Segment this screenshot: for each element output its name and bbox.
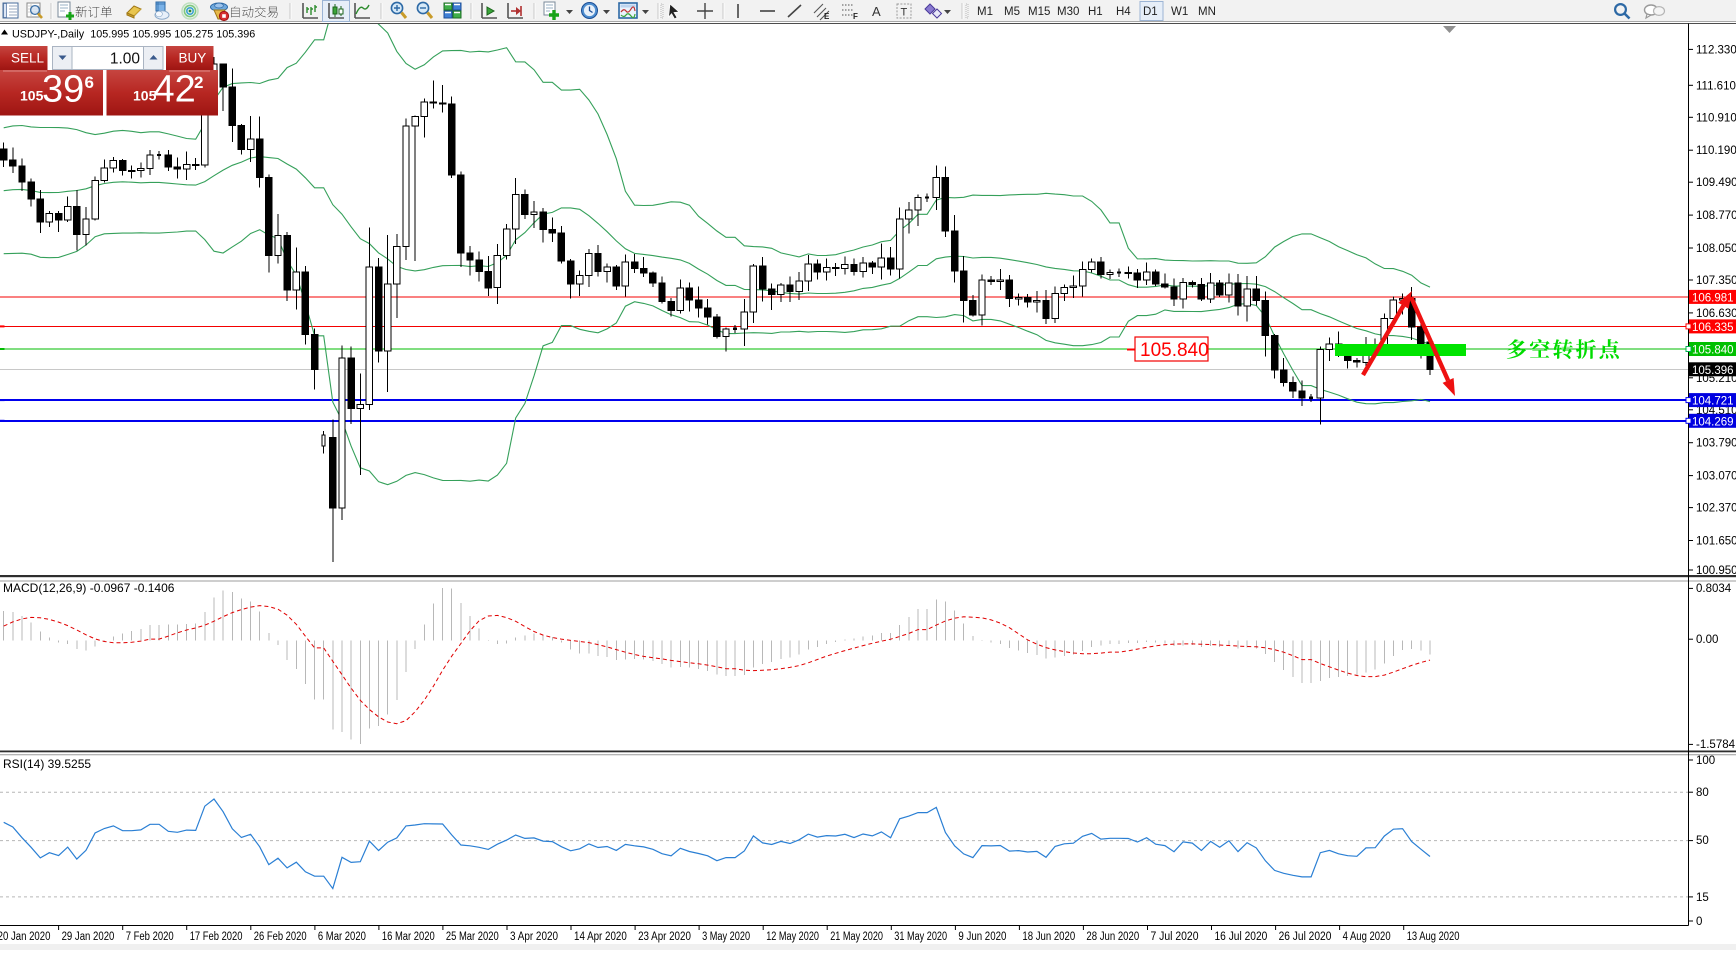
svg-text:F: F: [853, 12, 858, 21]
svg-text:26 Jul 2020: 26 Jul 2020: [1279, 931, 1332, 943]
svg-text:RSI(14) 39.5255: RSI(14) 39.5255: [3, 757, 91, 771]
svg-text:102.370: 102.370: [1696, 503, 1736, 515]
svg-text:13 Aug 2020: 13 Aug 2020: [1407, 931, 1460, 943]
svg-text:T: T: [901, 7, 908, 19]
svg-text:29 Jan 2020: 29 Jan 2020: [62, 931, 115, 943]
svg-text:104.269: 104.269: [1692, 416, 1734, 428]
svg-text:M15: M15: [1028, 6, 1050, 18]
svg-text:3 May 2020: 3 May 2020: [702, 931, 750, 943]
svg-text:105: 105: [133, 88, 157, 104]
svg-text:26 Feb 2020: 26 Feb 2020: [254, 931, 307, 943]
svg-text:80: 80: [1696, 787, 1709, 799]
svg-text:108.770: 108.770: [1696, 210, 1736, 222]
svg-text:SELL: SELL: [11, 51, 45, 66]
svg-text:101.650: 101.650: [1696, 536, 1736, 548]
svg-text:17 Feb 2020: 17 Feb 2020: [190, 931, 243, 943]
svg-text:4 Aug 2020: 4 Aug 2020: [1343, 931, 1391, 943]
svg-text:100: 100: [1696, 755, 1715, 767]
svg-text:6 Mar 2020: 6 Mar 2020: [318, 931, 366, 943]
svg-text:E: E: [824, 12, 830, 21]
svg-text:105: 105: [20, 88, 44, 104]
svg-text:0: 0: [1696, 916, 1702, 928]
svg-text:104.721: 104.721: [1692, 396, 1734, 408]
svg-text:103.070: 103.070: [1696, 471, 1736, 483]
svg-text:7 Feb 2020: 7 Feb 2020: [126, 931, 174, 943]
svg-text:1.00: 1.00: [110, 51, 141, 68]
svg-text:12 May 2020: 12 May 2020: [766, 931, 819, 943]
svg-text:15: 15: [1696, 892, 1709, 904]
svg-text:16 Jul 2020: 16 Jul 2020: [1215, 931, 1268, 943]
svg-text:USDJPY-,Daily 105.995 105.995: USDJPY-,Daily 105.995 105.995 105.275 10…: [12, 29, 255, 41]
svg-text:M5: M5: [1004, 6, 1020, 18]
svg-text:110.910: 110.910: [1696, 112, 1736, 124]
svg-text:0.00: 0.00: [1696, 634, 1718, 646]
svg-text:7 Jul 2020: 7 Jul 2020: [1151, 931, 1199, 943]
svg-text:106.630: 106.630: [1696, 308, 1736, 320]
svg-text:BUY: BUY: [179, 51, 207, 66]
svg-text:D1: D1: [1143, 6, 1158, 18]
svg-text:A: A: [872, 4, 881, 19]
svg-text:105.840: 105.840: [1140, 340, 1209, 361]
svg-text:MN: MN: [1198, 6, 1216, 18]
svg-text:31 May 2020: 31 May 2020: [894, 931, 947, 943]
svg-text:100.950: 100.950: [1696, 565, 1736, 577]
svg-text:110.190: 110.190: [1696, 145, 1736, 157]
svg-text:W1: W1: [1171, 6, 1188, 18]
svg-text:23 Apr 2020: 23 Apr 2020: [638, 931, 691, 943]
svg-text:42: 42: [154, 69, 196, 111]
svg-text:105.396: 105.396: [1692, 365, 1734, 377]
svg-text:2: 2: [194, 73, 203, 92]
svg-text:103.790: 103.790: [1696, 438, 1736, 450]
svg-text:111.610: 111.610: [1696, 80, 1736, 92]
svg-text:28 Jun 2020: 28 Jun 2020: [1086, 931, 1139, 943]
svg-text:108.050: 108.050: [1696, 243, 1736, 255]
svg-text:20 Jan 2020: 20 Jan 2020: [0, 931, 50, 943]
svg-text:M1: M1: [977, 6, 993, 18]
svg-text:18 Jun 2020: 18 Jun 2020: [1022, 931, 1075, 943]
svg-text:109.490: 109.490: [1696, 177, 1736, 189]
svg-text:16 Mar 2020: 16 Mar 2020: [382, 931, 435, 943]
svg-text:14 Apr 2020: 14 Apr 2020: [574, 931, 627, 943]
svg-text:105.840: 105.840: [1692, 345, 1734, 357]
svg-text:9 Jun 2020: 9 Jun 2020: [958, 931, 1006, 943]
svg-text:106.335: 106.335: [1692, 322, 1734, 334]
svg-text:6: 6: [85, 73, 94, 92]
svg-text:25 Mar 2020: 25 Mar 2020: [446, 931, 499, 943]
svg-text:112.330: 112.330: [1696, 44, 1736, 56]
svg-text:-1.5784: -1.5784: [1696, 739, 1736, 751]
svg-text:21 May 2020: 21 May 2020: [830, 931, 883, 943]
svg-text:H1: H1: [1088, 6, 1103, 18]
svg-text:50: 50: [1696, 835, 1709, 847]
svg-text:3 Apr 2020: 3 Apr 2020: [510, 931, 558, 943]
svg-text:H4: H4: [1116, 6, 1131, 18]
svg-text:MACD(12,26,9) -0.0967 -0.1406: MACD(12,26,9) -0.0967 -0.1406: [3, 581, 175, 595]
svg-text:39: 39: [42, 69, 84, 111]
svg-text:0.8034: 0.8034: [1696, 583, 1732, 595]
svg-text:107.350: 107.350: [1696, 275, 1736, 287]
svg-text:M30: M30: [1057, 6, 1079, 18]
svg-text:106.981: 106.981: [1692, 292, 1734, 304]
